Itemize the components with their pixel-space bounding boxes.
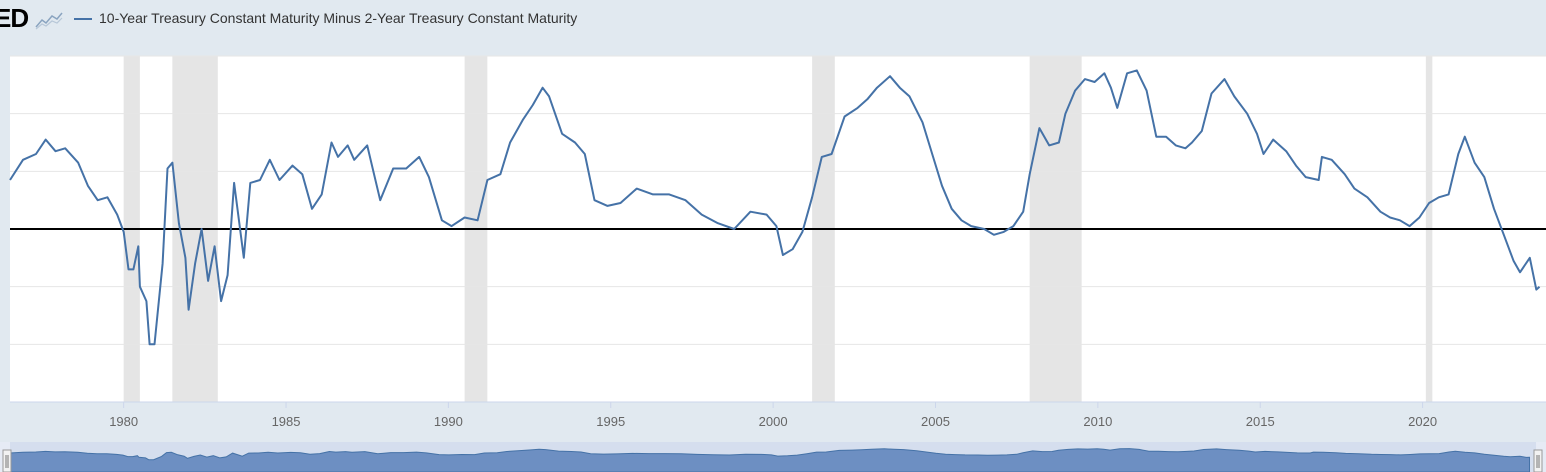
x-tick-label: 2015 xyxy=(1246,414,1275,429)
legend-swatch xyxy=(74,18,92,20)
x-tick-label: 1980 xyxy=(109,414,138,429)
grip-handle-icon[interactable] xyxy=(2,449,12,472)
chart-area: 1980 1985 1990 1995 2000 2005 2010 2015 2020 xyxy=(9,55,1546,429)
series-line[interactable] xyxy=(9,69,1541,346)
x-tick-label: 1990 xyxy=(434,414,463,429)
x-tick-label: 1995 xyxy=(596,414,625,429)
grip-handle-icon[interactable] xyxy=(1533,449,1543,472)
x-tick-label: 2010 xyxy=(1083,414,1112,429)
legend-label[interactable]: 10-Year Treasury Constant Maturity Minus… xyxy=(99,10,578,26)
x-tick-label: 2020 xyxy=(1408,414,1437,429)
fred-logo[interactable]: ED xyxy=(0,3,29,33)
x-tick-label: 2000 xyxy=(759,414,788,429)
navigator[interactable] xyxy=(0,442,1546,472)
line-chart-icon xyxy=(35,12,63,30)
navigator-series-area xyxy=(9,448,1530,472)
x-tick-label: 2005 xyxy=(921,414,950,429)
x-tick-label: 1985 xyxy=(272,414,301,429)
chart-header: ED 10-Year Treasury Constant Maturity Mi… xyxy=(0,0,1546,40)
